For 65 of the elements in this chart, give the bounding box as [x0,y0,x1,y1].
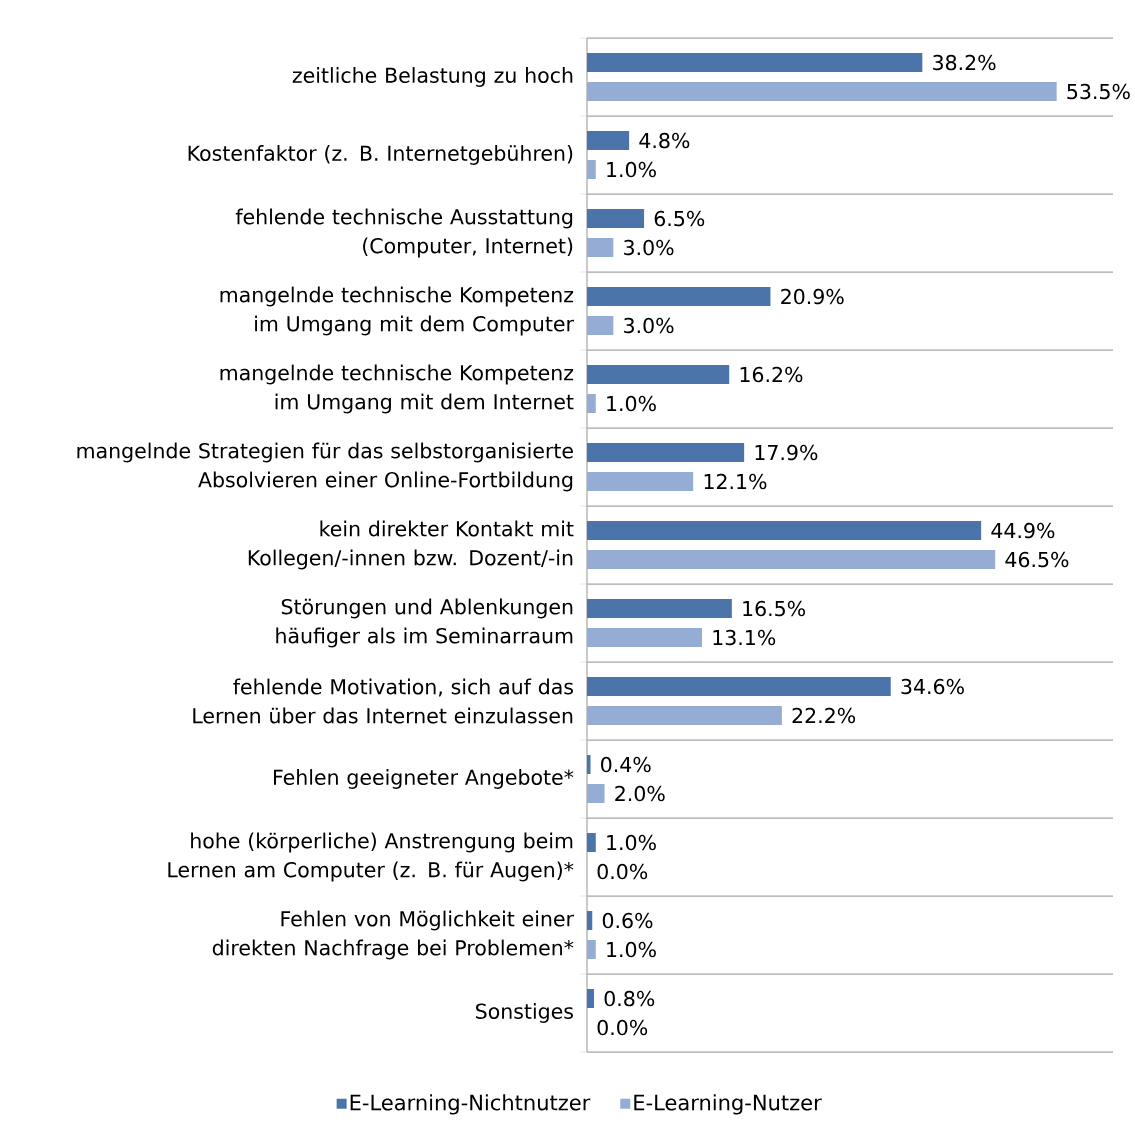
y-tick-label: Kostenfaktor (z. B. Internetgebühren) [188,145,573,165]
y-tick-label: zeitliche Belastung zu hoch [292,67,573,87]
data-label: 46.5% [1005,551,1069,568]
data-label: 1.0% [607,395,656,412]
legend-label: E-Learning-Nichtnutzer [350,1094,591,1115]
bar [587,209,645,229]
data-label: 1.0% [607,834,656,851]
bar [587,238,614,258]
data-label: 0.4% [601,756,651,773]
bar [587,706,782,726]
bar [587,443,745,463]
bar [587,833,596,853]
y-tick-label: Störungen und Ablenkungen häufiger als im Seminarraum [276,598,573,648]
data-label: 16.2% [740,366,803,383]
data-label: 3.0% [624,317,674,334]
y-tick-label: fehlende technische Ausstattung (Computer, Internet) [235,208,573,258]
data-label: 16.5% [743,600,806,617]
bar [587,287,771,307]
bar [587,784,605,804]
data-label: 22.2% [792,707,856,724]
y-tick-label: kein direkter Kontakt mit Kollegen/-innen bzw. Dozent/-in [248,520,574,570]
bar [587,365,730,385]
bar [587,628,702,648]
data-label: 4.8% [639,132,690,149]
y-tick-label: Fehlen geeigneter Angebote* [274,769,574,789]
data-label: 38.2% [933,54,996,71]
data-label: 0.0% [597,1019,648,1036]
bar [587,550,996,570]
bar [587,521,982,541]
y-tick-label: hohe (körperliche) Anstrengung beim Lernen am Computer (z. B. für Augen)* [168,832,574,882]
data-label: 13.1% [713,629,776,646]
data-label: 0.6% [602,912,653,929]
bar [587,394,596,414]
y-tick-label: fehlende Motivation, sich auf das Lernen über das Internet einzulassen [193,678,574,724]
data-label: 20.9% [781,288,844,305]
data-label: 6.5% [654,210,705,227]
bar [587,911,593,931]
data-label: 12.1% [704,473,767,490]
bar [587,53,923,73]
data-label: 53.5% [1067,83,1130,100]
data-label: 3.0% [624,239,674,256]
data-label: 0.8% [604,990,655,1007]
bar [587,599,732,619]
y-tick-label: mangelnde technische Kompetenz im Umgang mit dem Internet [220,364,574,414]
bar [587,160,596,180]
bar [587,316,614,336]
y-tick-label: mangelnde Strategien für das selbstorganisierte Absolvieren einer Online-Fortbildung [77,442,573,492]
y-tick-label: Fehlen von Möglichkeit einer direkten Nachfrage bei Problemen* [212,910,574,960]
bar [587,131,630,151]
data-label: 44.9% [991,522,1055,539]
data-label: 34.6% [901,678,964,695]
bar [587,677,891,697]
data-label: 17.9% [755,444,818,461]
data-label: 0.0% [597,863,648,880]
bar [587,82,1057,102]
bar [587,472,694,492]
data-label: 2.0% [615,785,665,802]
y-tick-label: mangelnde technische Kompetenz im Umgang mit dem Computer [220,286,574,336]
data-label: 1.0% [607,941,656,958]
y-tick-label: Sonstiges [476,1003,573,1023]
data-label: 1.0% [607,161,656,178]
legend-label: E-Learning-Nutzer [634,1094,822,1115]
bar [587,940,596,960]
bar [587,755,591,775]
bar [587,989,595,1009]
